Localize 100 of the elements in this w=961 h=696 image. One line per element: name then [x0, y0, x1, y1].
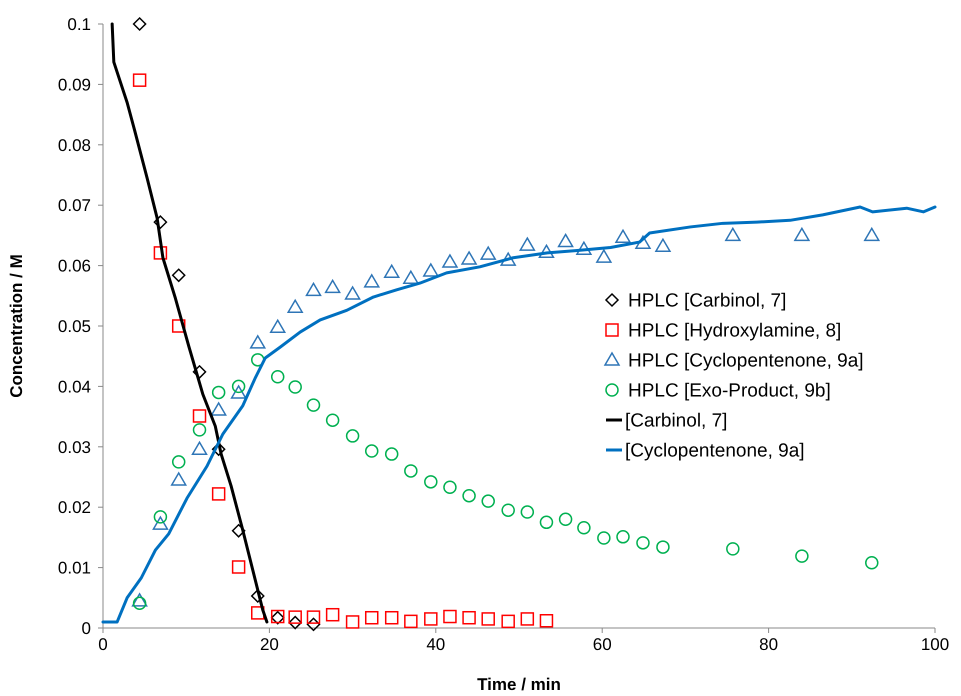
point — [172, 268, 186, 282]
y-tick-label: 0.09 — [58, 75, 91, 94]
point — [462, 610, 476, 624]
point — [251, 606, 264, 620]
point — [364, 274, 380, 288]
point — [558, 234, 574, 248]
point — [462, 488, 476, 502]
point — [576, 242, 592, 256]
point — [404, 464, 418, 478]
point — [212, 487, 226, 501]
y-axis-title: Concentration / M — [7, 254, 26, 398]
point — [232, 560, 246, 574]
point — [364, 444, 378, 458]
point — [404, 614, 418, 628]
point — [364, 610, 378, 624]
point — [326, 608, 340, 622]
point — [132, 596, 146, 610]
point — [324, 280, 340, 294]
point — [192, 441, 208, 455]
y-tick-label: 0.03 — [58, 438, 91, 457]
point — [636, 536, 650, 550]
point — [192, 365, 206, 379]
point — [270, 319, 286, 333]
point — [501, 503, 515, 517]
point — [288, 380, 302, 394]
point — [346, 429, 360, 443]
point — [480, 246, 496, 260]
point — [597, 531, 611, 545]
point — [306, 282, 322, 296]
point — [154, 215, 168, 229]
point — [132, 73, 146, 87]
legend-label: HPLC [Hydroxylamine, 8] — [628, 320, 842, 342]
legend-label: HPLC [Carbinol, 7] — [628, 290, 786, 312]
point — [520, 612, 534, 626]
point — [501, 614, 515, 628]
point — [577, 520, 591, 534]
point — [384, 447, 398, 461]
point — [288, 616, 302, 630]
point — [461, 251, 477, 265]
point — [232, 524, 246, 538]
point — [251, 589, 264, 603]
point — [403, 270, 419, 284]
point — [656, 540, 670, 554]
y-tick-label: 0 — [82, 618, 91, 638]
point — [287, 300, 303, 314]
point — [794, 228, 810, 242]
point — [232, 380, 246, 394]
y-tick-label: 0.06 — [58, 256, 91, 276]
y-tick-label: 0.02 — [58, 498, 91, 518]
point — [172, 455, 186, 469]
x-tick-label: 40 — [426, 635, 446, 654]
point — [865, 556, 879, 570]
point — [481, 612, 495, 626]
point — [306, 610, 320, 624]
point — [615, 229, 631, 243]
point — [423, 263, 439, 277]
legend-label: HPLC [Exo-Product, 9b] — [628, 380, 831, 402]
y-tick-label: 0.01 — [58, 558, 91, 578]
point — [346, 615, 360, 629]
point — [250, 335, 266, 349]
point — [616, 530, 630, 544]
legend-label: [Carbinol, 7] — [625, 410, 728, 432]
y-tick-label: 0.08 — [58, 136, 91, 155]
point — [270, 370, 284, 384]
x-tick-label: 0 — [98, 635, 108, 654]
point — [326, 413, 340, 427]
point — [132, 593, 148, 607]
point — [864, 228, 880, 242]
point — [154, 246, 168, 260]
point — [540, 614, 554, 628]
line-series — [102, 206, 936, 624]
x-axis-title: Time / min — [477, 675, 561, 694]
point — [192, 423, 206, 437]
point — [152, 516, 168, 530]
legend-label: HPLC [Cyclopentenone, 9a] — [628, 350, 864, 372]
point — [344, 286, 360, 300]
line-series — [110, 22, 268, 624]
point — [192, 409, 206, 423]
point — [558, 512, 572, 526]
x-tick-label: 20 — [260, 635, 279, 654]
point — [726, 542, 740, 556]
point — [154, 510, 168, 524]
legend-label: [Cyclopentenone, 9a] — [625, 440, 805, 462]
x-tick-label: 60 — [592, 635, 612, 654]
x-tick-label: 80 — [759, 635, 778, 654]
point — [384, 264, 400, 278]
point — [520, 505, 534, 519]
point — [655, 238, 671, 252]
point — [424, 612, 438, 626]
point — [443, 480, 457, 494]
point — [230, 385, 246, 399]
point — [132, 17, 146, 31]
point — [210, 402, 226, 416]
point — [520, 237, 536, 251]
point — [540, 516, 554, 530]
y-tick-label: 0.1 — [67, 14, 91, 34]
y-tick-label: 0.04 — [58, 377, 91, 396]
x-tick-label: 100 — [920, 635, 950, 654]
point — [384, 610, 398, 624]
point — [170, 472, 186, 486]
